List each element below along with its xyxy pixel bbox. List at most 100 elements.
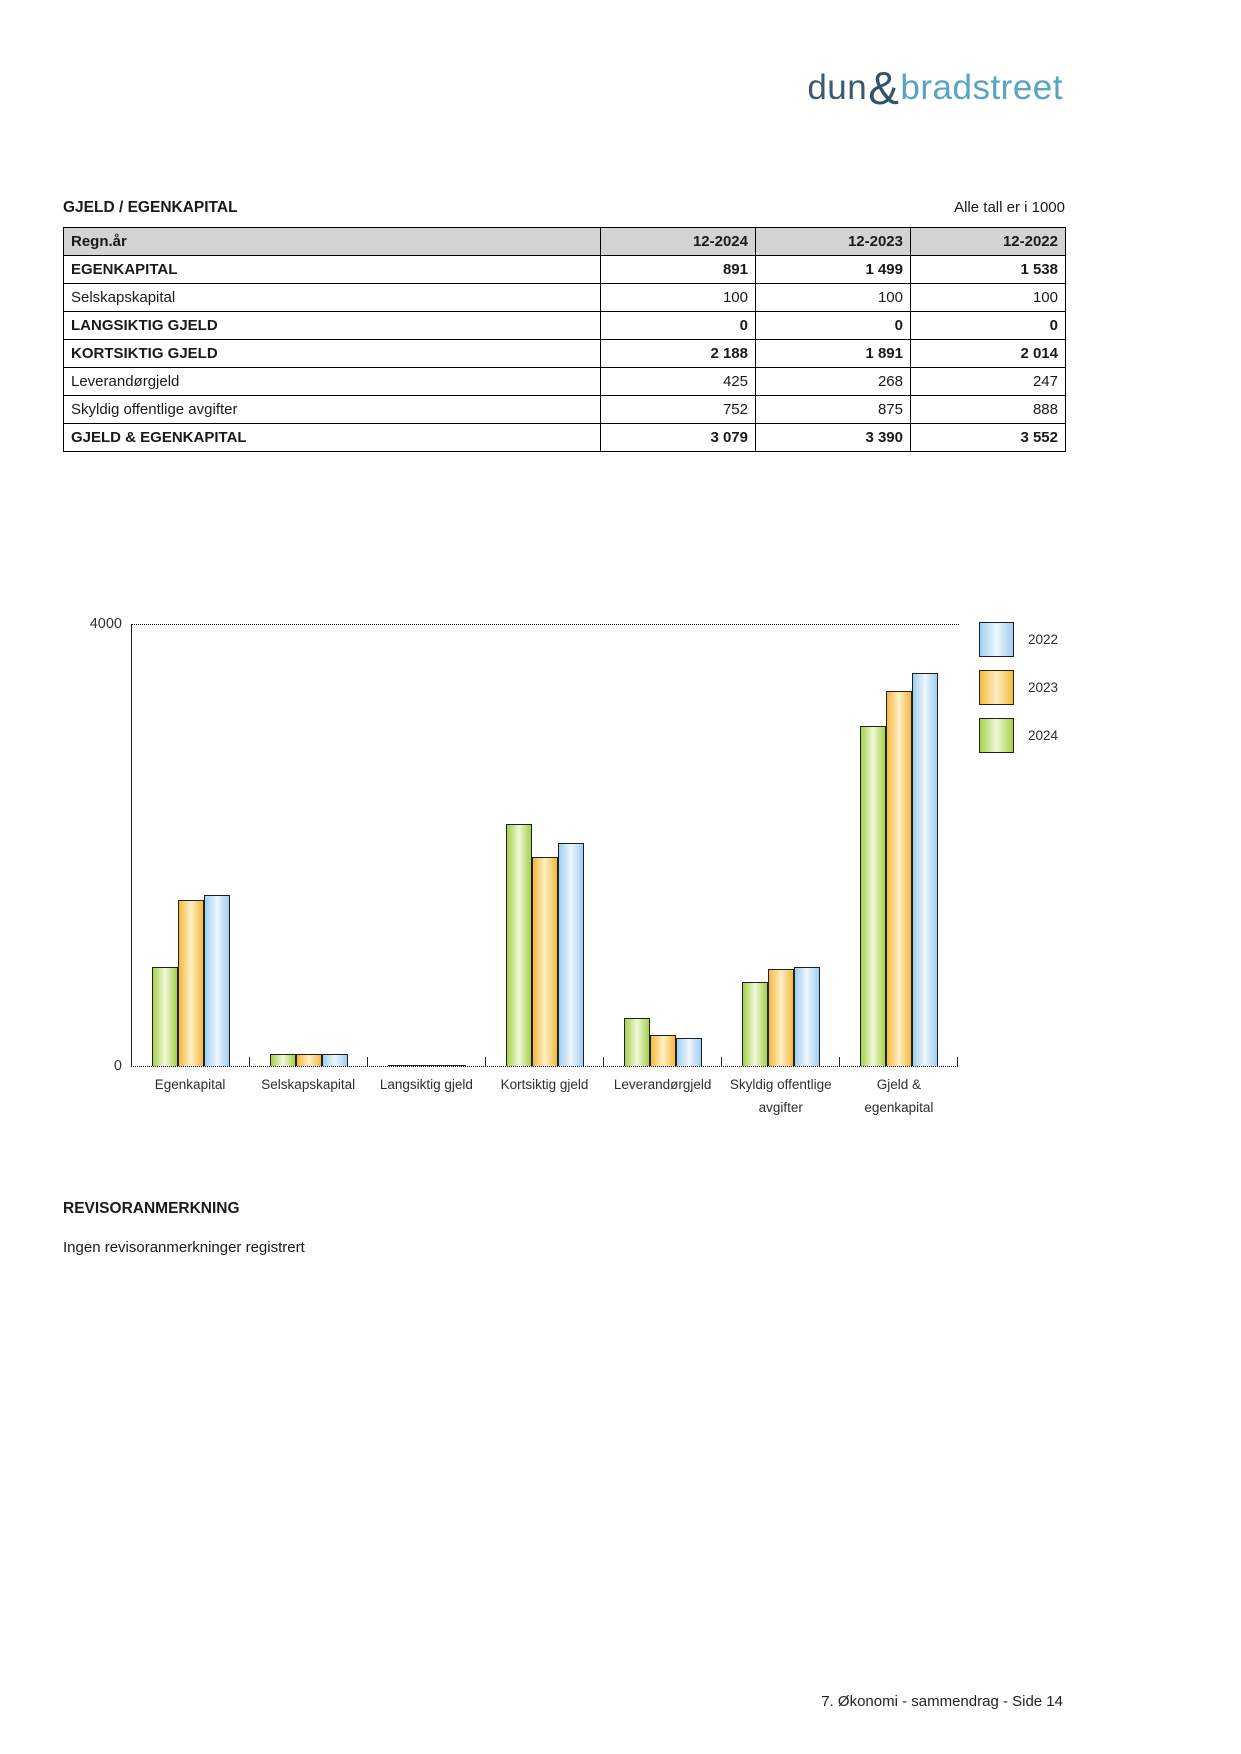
category-label-line: egenkapital [864,1099,934,1115]
table-row: LANGSIKTIG GJELD 0 0 0 [63,311,1066,340]
section-header: GJELD / EGENKAPITAL Alle tall er i 1000 [63,199,1065,217]
bar-2023 [886,691,912,1066]
row-label: EGENKAPITAL [63,255,601,284]
legend-swatch [979,670,1014,705]
bar-group-2 [250,625,368,1066]
legend-swatch [979,718,1014,753]
row-value: 752 [600,395,756,424]
row-value: 100 [755,283,911,312]
table-row: Skyldig offentlige avgifter 752 875 888 [63,395,1066,424]
category-label: Kortsiktig gjeld [485,1074,603,1120]
category-label: Skyldig offentlige avgifter [722,1074,840,1120]
bar-group-1 [132,625,250,1066]
row-label: GJELD & EGENKAPITAL [63,423,601,452]
y-axis-label-min: 0 [113,1058,122,1074]
legend-label: 2024 [1028,728,1059,743]
row-label: KORTSIKTIG GJELD [63,339,601,368]
row-value: 1 499 [755,255,911,284]
category-label-line: Leverandørgjeld [613,1077,712,1092]
bar-2022 [204,895,230,1066]
table-header-row: Regn.år 12-2024 12-2023 12-2022 [63,227,1066,256]
bar-group-4 [486,625,604,1066]
column-header: 12-2023 [755,227,911,256]
category-label: Selskapskapital [249,1074,367,1120]
row-value: 2 014 [910,339,1066,368]
row-value: 0 [755,311,911,340]
bar-2024 [506,823,532,1066]
revisor-body: Ingen revisoranmerkninger registrert [63,1239,305,1256]
bar-2023 [178,899,204,1066]
row-value: 268 [755,367,911,396]
logo-ampersand-icon: & [868,62,900,114]
row-value: 100 [910,283,1066,312]
row-label: Leverandørgjeld [63,367,601,396]
bar-2023 [650,1035,676,1066]
row-value: 888 [910,395,1066,424]
revisor-title: REVISORANMERKNING [63,1200,240,1217]
row-label: Selskapskapital [63,283,601,312]
x-axis-tick [838,1057,840,1066]
bar-2022 [558,842,584,1066]
bar-group-6 [722,625,840,1066]
bar-2024 [624,1018,650,1066]
bar-2022 [322,1053,348,1066]
category-label-line: Selskapskapital [261,1077,356,1092]
x-axis-tick [602,1057,604,1066]
table-row: Selskapskapital 100 100 100 [63,283,1066,312]
category-label: Leverandørgjeld [604,1074,722,1120]
category-label-line: Skyldig offentlige [729,1077,832,1092]
units-note: Alle tall er i 1000 [954,199,1065,216]
chart-category-labels: Egenkapital Selskapskapital Langsiktig gje… [131,1074,958,1120]
table-row: GJELD & EGENKAPITAL 3 079 3 390 3 552 [63,423,1066,452]
legend-item-2024: 2024 [979,718,1058,753]
bar-2022 [676,1037,702,1066]
row-value: 3 390 [755,423,911,452]
row-value: 3 552 [910,423,1066,452]
bar-2024 [388,1065,414,1066]
bar-2023 [296,1053,322,1066]
category-label-line: avgifter [758,1099,803,1115]
legend-swatch [979,622,1014,657]
bar-2024 [860,725,886,1066]
table-row: EGENKAPITAL 891 1 499 1 538 [63,255,1066,284]
financial-table: Regn.år 12-2024 12-2023 12-2022 EGENKAPITAL… [63,227,1066,452]
row-label: Skyldig offentlige avgifter [63,395,601,424]
x-axis-tick [366,1057,368,1066]
y-axis-label-max: 4000 [89,616,122,632]
column-header: 12-2022 [910,227,1066,256]
bar-2022 [440,1065,466,1066]
category-label-line: Gjeld & [876,1077,922,1092]
gridline-4000 [131,624,959,625]
bar-2024 [152,966,178,1066]
x-axis-tick [484,1057,486,1066]
row-value: 891 [600,255,756,284]
bar-2023 [532,856,558,1066]
category-label: Egenkapital [131,1074,249,1120]
row-value: 100 [600,283,756,312]
table-header: Regn.år 12-2024 12-2023 12-2022 [63,227,1066,256]
bar-2024 [742,982,768,1066]
category-label-line: Egenkapital [154,1077,226,1092]
column-header: 12-2024 [600,227,756,256]
row-value: 247 [910,367,1066,396]
table-title: GJELD / EGENKAPITAL [63,199,238,216]
logo-text-bradstreet: bradstreet [900,68,1063,107]
bar-2023 [768,968,794,1066]
bar-group-5 [604,625,722,1066]
table-body: EGENKAPITAL 891 1 499 1 538 Selskapskapital 1… [63,255,1066,452]
legend-label: 2022 [1028,632,1059,647]
legend-label: 2023 [1028,680,1059,695]
bar-2022 [912,673,938,1066]
bar-group-3 [368,625,486,1066]
row-value: 425 [600,367,756,396]
bar-2022 [794,967,820,1066]
category-label-line: Langsiktig gjeld [379,1077,473,1092]
page-footer: 7. Økonomi - sammendrag - Side 14 [821,1693,1063,1710]
chart-legend: 2022 2023 2024 [979,622,1058,766]
row-value: 2 188 [600,339,756,368]
dun-bradstreet-logo: dun&bradstreet [807,65,1063,111]
x-axis-tick [248,1057,250,1066]
bar-2024 [270,1053,296,1066]
row-value: 1 538 [910,255,1066,284]
